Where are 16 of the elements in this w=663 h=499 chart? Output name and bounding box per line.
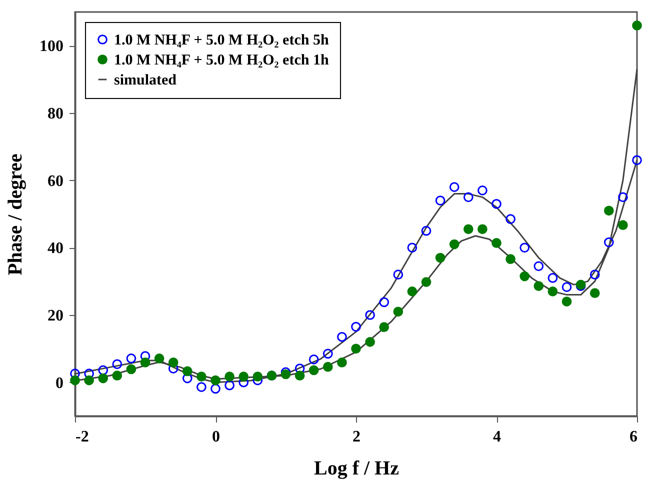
x-axis-title: Log f / Hz [314, 458, 400, 480]
legend-label: 1.0 M NH₄F + 5.0 M H₂O₂ etch 5h [114, 32, 330, 48]
y-axis-title: Phase / degree [4, 153, 26, 276]
y-tick-label: 40 [48, 240, 64, 258]
legend-label: simulated [114, 72, 178, 88]
y-tick-label: 0 [56, 374, 64, 392]
y-tick-label: 60 [48, 172, 64, 190]
legend-label: 1.0 M NH₄F + 5.0 M H₂O₂ etch 1h [114, 52, 330, 68]
y-tick-label: 100 [40, 38, 64, 56]
y-tick-label: 80 [48, 106, 64, 122]
x-tick-label: 0 [212, 428, 220, 446]
y-tick-label: 20 [48, 308, 64, 324]
x-tick-label: -2 [76, 428, 89, 446]
x-tick-label: 2 [352, 428, 360, 446]
x-tick-label: 4 [493, 428, 501, 446]
x-tick-label: 6 [630, 428, 638, 446]
